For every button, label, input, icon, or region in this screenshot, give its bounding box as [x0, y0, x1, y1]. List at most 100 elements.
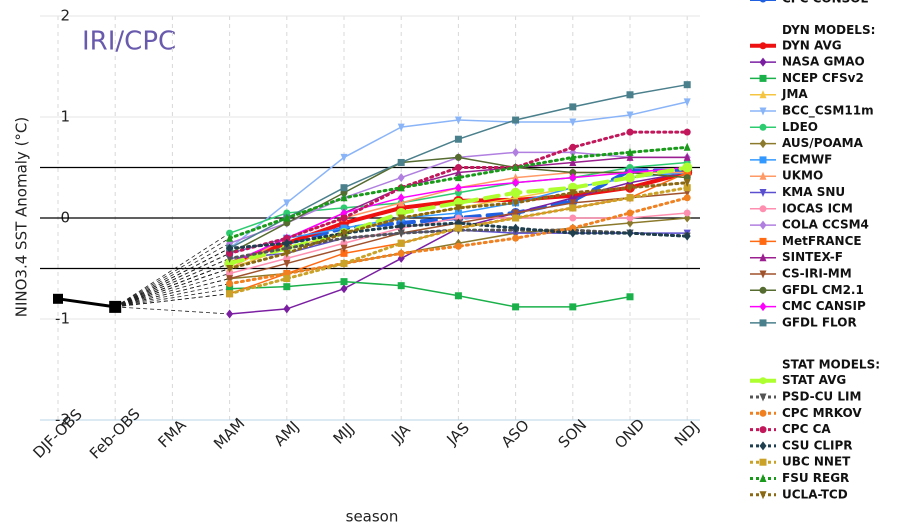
marker [340, 193, 348, 202]
marker [759, 171, 767, 180]
marker [569, 189, 577, 198]
marker [283, 238, 291, 248]
x-tick-label: MJJ [330, 420, 358, 448]
marker [759, 0, 767, 3]
marker [454, 292, 462, 300]
marker [340, 259, 348, 267]
marker [759, 270, 767, 279]
marker [569, 118, 577, 127]
series [226, 218, 691, 253]
series [226, 278, 634, 311]
legend-label: CPC MRKOV [782, 406, 862, 420]
marker [626, 164, 634, 171]
marker [454, 183, 462, 193]
series [226, 128, 691, 257]
legend-label: JMA [781, 87, 808, 101]
marker [397, 249, 405, 257]
legend-label: GFDL CM2.1 [782, 283, 864, 297]
marker [683, 81, 691, 89]
marker [569, 143, 577, 151]
marker [625, 172, 635, 183]
legend-label: FSU REGR [782, 471, 849, 485]
connector [115, 268, 230, 308]
marker [759, 319, 767, 327]
legend-label: CS-IRI-MM [782, 267, 852, 281]
marker [512, 116, 520, 124]
series [226, 98, 691, 253]
marker [626, 147, 634, 156]
x-tick-label: ASO [498, 416, 533, 451]
marker [340, 244, 348, 253]
marker [283, 275, 291, 283]
legend-label: UCLA-TCD [782, 487, 848, 501]
series [226, 179, 691, 273]
x-tick-label: SON [555, 416, 591, 452]
legend-label: LDEO [782, 120, 818, 134]
marker [759, 409, 767, 417]
marker [397, 221, 405, 231]
marker [759, 205, 767, 213]
x-tick-label: AMJ [270, 418, 302, 450]
series [226, 142, 691, 242]
marker [397, 282, 405, 290]
marker [626, 91, 634, 99]
marker [569, 224, 577, 232]
legend-label: GFDL FLOR [782, 315, 857, 329]
legend-label: AUS/POAMA [782, 136, 864, 150]
marker [569, 169, 577, 177]
marker [226, 309, 234, 319]
series-line [228, 280, 631, 308]
marker [340, 284, 348, 294]
connector [115, 263, 230, 308]
marker [283, 244, 291, 253]
marker [512, 173, 520, 182]
x-tick-label: JAS [443, 419, 473, 449]
marker [569, 204, 577, 212]
marker [454, 135, 462, 143]
connector [115, 283, 230, 308]
marker [683, 142, 691, 151]
legend-label: MetFRANCE [782, 234, 862, 248]
marker [454, 242, 462, 250]
marker [759, 139, 767, 149]
marker [340, 184, 348, 192]
marker [340, 214, 348, 222]
marker [512, 223, 520, 233]
legend-label: DYN AVG [782, 38, 842, 52]
marker [626, 184, 634, 193]
legend-label: BCC_CSM11m [782, 104, 874, 119]
series-line [228, 186, 689, 296]
marker [683, 194, 691, 202]
legend-label: UBC NNET [782, 455, 851, 469]
marker [759, 189, 767, 197]
marker [759, 302, 767, 312]
marker [226, 249, 234, 257]
legend-label: NCEP CFSv2 [782, 71, 864, 85]
marker [454, 209, 462, 217]
series-line [227, 165, 690, 266]
marker [759, 426, 767, 434]
marker [454, 204, 462, 213]
marker [512, 147, 520, 157]
x-axis-label: season [346, 508, 399, 526]
observed-line [57, 297, 116, 309]
marker [454, 116, 462, 125]
marker [397, 198, 405, 207]
marker [759, 156, 767, 164]
marker [683, 128, 691, 136]
marker [283, 283, 291, 291]
marker [759, 377, 767, 385]
legend-label: ECMWF [782, 152, 832, 166]
marker [683, 184, 691, 192]
marker [512, 303, 520, 311]
y-tick-label: 1 [60, 108, 70, 126]
connector [114, 232, 230, 308]
marker [340, 234, 348, 243]
connector [115, 288, 230, 308]
marker [226, 243, 234, 253]
marker [512, 178, 520, 188]
legend-label: UKMO [782, 169, 823, 183]
marker [53, 293, 63, 304]
marker [397, 183, 405, 192]
